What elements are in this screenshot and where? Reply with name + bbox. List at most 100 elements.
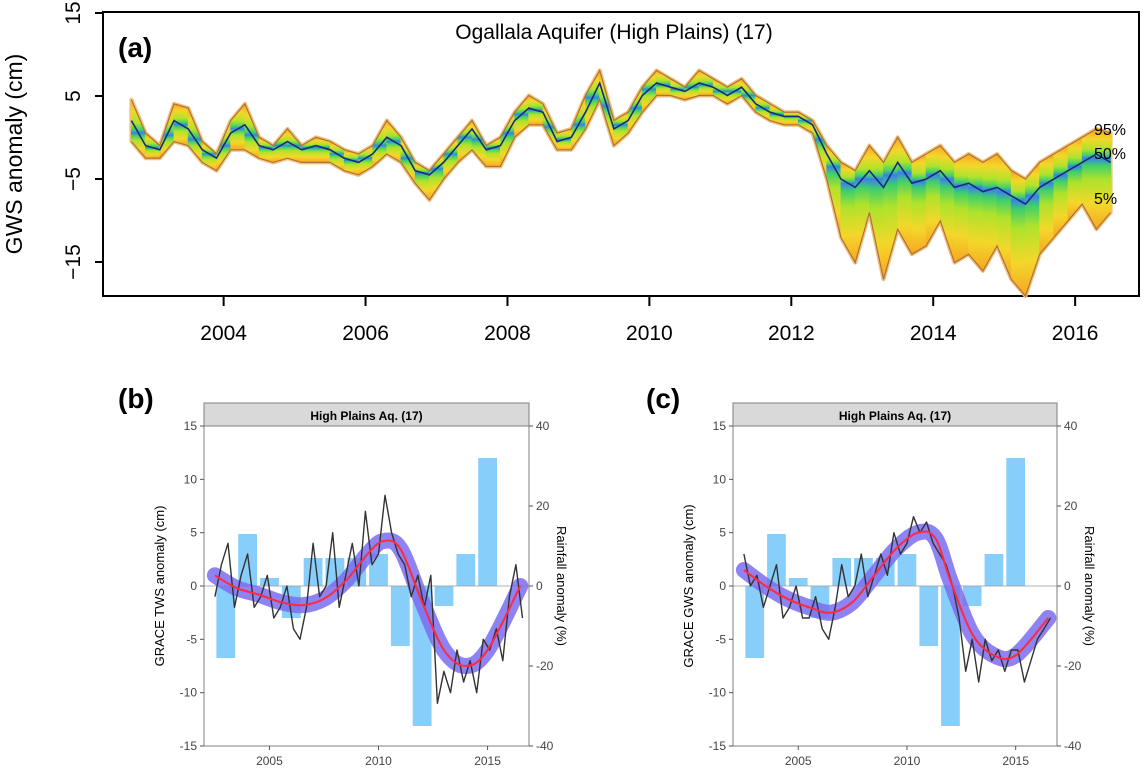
band-segment xyxy=(1081,128,1097,231)
y2-tick-label: 40 xyxy=(536,419,550,433)
band-upper-95-line xyxy=(130,68,1111,180)
rainfall-bar xyxy=(788,578,808,586)
band-segment xyxy=(840,161,856,265)
y-tick-label: 15 xyxy=(713,419,727,433)
y2-tick-label: 40 xyxy=(1064,419,1078,433)
y2-tick-label: -40 xyxy=(536,739,554,753)
panel-a-y-ticks: 15 5 −5 −15 xyxy=(62,1,103,280)
x-tick-label: 2008 xyxy=(484,322,531,345)
panel-a-y-axis-title: GWS anomaly (cm) xyxy=(1,54,27,255)
rainfall-bar xyxy=(390,586,410,646)
y2-tick-label: 20 xyxy=(1064,499,1078,513)
x-tick-label: 2010 xyxy=(894,754,921,768)
percentile-label: 50% xyxy=(1094,146,1126,163)
rainfall-bar xyxy=(767,534,786,586)
y-tick-label: 5 xyxy=(62,90,85,102)
y-tick-label: 10 xyxy=(713,472,727,486)
x-tick-label: 2005 xyxy=(256,754,283,768)
band-segment xyxy=(925,144,941,248)
x-tick-label: 2005 xyxy=(785,754,812,768)
panel-c-label: (c) xyxy=(646,383,680,414)
y-tick-label: -5 xyxy=(186,632,197,646)
x-tick-label: 2004 xyxy=(200,322,247,345)
panel-b: (b) High Plains Aq. (17) -15 -10 -5 0 5 10 15 -4… xyxy=(118,383,569,768)
y-tick-label: −15 xyxy=(62,244,85,280)
rainfall-bar xyxy=(897,554,917,586)
y-tick-label: 15 xyxy=(62,1,85,24)
x-tick-label: 2015 xyxy=(1002,754,1029,768)
rainfall-bar xyxy=(1006,458,1025,586)
rainfall-bar xyxy=(745,586,765,658)
y-tick-label: 5 xyxy=(190,526,197,540)
y-tick-label: 15 xyxy=(184,419,198,433)
rainfall-bar xyxy=(941,586,960,726)
band-segment xyxy=(499,110,515,167)
median-50-line xyxy=(130,80,1112,206)
percentile-label: 5% xyxy=(1094,191,1117,208)
rainfall-bar xyxy=(303,558,323,586)
y-tick-label: -15 xyxy=(709,739,727,753)
trend-confidence-band xyxy=(735,523,1057,668)
panel-a-title: Ogallala Aquifer (High Plains) (17) xyxy=(455,21,772,44)
rainfall-bar xyxy=(919,586,939,646)
band-segment xyxy=(783,111,799,126)
observed-series-line xyxy=(743,516,1052,683)
rainfall-bar xyxy=(456,554,476,586)
rainfall-bar xyxy=(478,458,497,586)
panel-c: (c) High Plains Aq. (17) -15 -10 -5 0 5 10 15 -4… xyxy=(646,383,1097,768)
band-segment xyxy=(1010,170,1026,298)
trend-line xyxy=(214,539,522,668)
y-tick-label: −5 xyxy=(62,167,85,191)
x-tick-label: 2006 xyxy=(342,322,389,345)
trend-line xyxy=(743,530,1050,661)
y-tick-label: -10 xyxy=(709,686,727,700)
y2-tick-label: -40 xyxy=(1064,739,1082,753)
y2-tick-label: -20 xyxy=(1064,659,1082,673)
band-segment xyxy=(954,153,970,264)
percentile-label: 95% xyxy=(1094,122,1126,139)
rainfall-bar xyxy=(238,534,257,586)
x-tick-label: 2010 xyxy=(626,322,673,345)
panel-a-x-ticks: 2004 2006 2008 2010 2012 2014 2016 xyxy=(200,296,1098,345)
y2-tick-label: 0 xyxy=(1064,579,1071,593)
x-tick-label: 2016 xyxy=(1052,322,1099,345)
y2-tick-label: 0 xyxy=(536,579,543,593)
y2-axis-title: Rainfall anomaly (%) xyxy=(1082,526,1097,646)
band-segment xyxy=(627,85,643,135)
band-segment xyxy=(911,153,927,255)
strip-title: High Plains Aq. (17) xyxy=(310,409,422,423)
strip-title: High Plains Aq. (17) xyxy=(839,409,951,423)
panel-b-label: (b) xyxy=(118,383,154,414)
band-segment xyxy=(968,153,984,273)
y-tick-label: 0 xyxy=(190,579,197,593)
y2-axis-title: Rainfall anomaly (%) xyxy=(554,526,569,646)
rainfall-bar xyxy=(434,586,454,606)
panel-a-percentile-labels: 95% 50% 5% xyxy=(1094,122,1126,208)
x-tick-label: 2014 xyxy=(910,322,957,345)
y2-tick-label: 20 xyxy=(536,499,550,513)
y-tick-label: 0 xyxy=(719,579,726,593)
panel-a-plot-frame xyxy=(102,11,1140,297)
panel-a-label: (a) xyxy=(118,32,152,63)
y-axis-title: GRACE TWS anomaly (cm) xyxy=(152,506,167,667)
y-tick-label: -10 xyxy=(180,686,198,700)
panel-a-uncertainty-band xyxy=(129,68,1113,298)
x-tick-label: 2010 xyxy=(365,754,392,768)
y-tick-label: 10 xyxy=(184,472,198,486)
y2-tick-label: -20 xyxy=(536,659,554,673)
x-tick-label: 2015 xyxy=(474,754,501,768)
band-segment xyxy=(868,144,884,280)
panel-a: (a) Ogallala Aquifer (High Plains) (17) … xyxy=(1,1,1140,345)
rainfall-bar xyxy=(832,558,852,586)
rainfall-bar xyxy=(260,578,279,586)
y-tick-label: -5 xyxy=(715,632,726,646)
y-tick-label: 5 xyxy=(719,526,726,540)
y-tick-label: -15 xyxy=(180,739,198,753)
rainfall-bar xyxy=(962,586,982,606)
x-tick-label: 2012 xyxy=(768,322,815,345)
y-axis-title: GRACE GWS anomaly (cm) xyxy=(681,504,696,667)
band-segment xyxy=(996,152,1012,280)
rainfall-bar xyxy=(216,586,236,658)
band-lower-5-line xyxy=(130,94,1112,298)
